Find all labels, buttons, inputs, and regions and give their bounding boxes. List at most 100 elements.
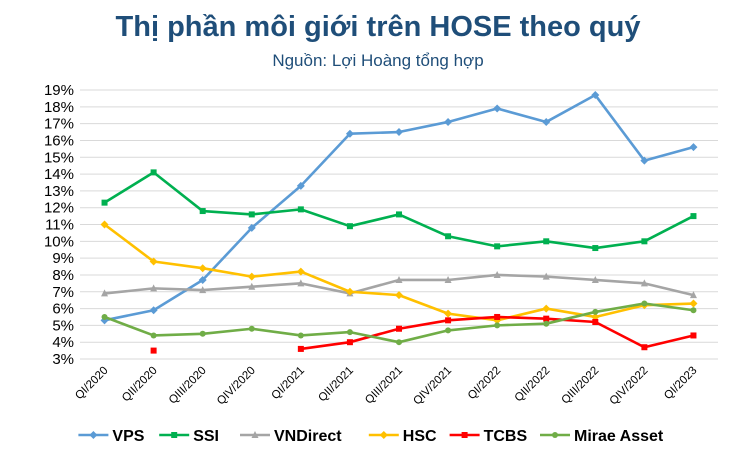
y-tick-label: 5% — [52, 317, 74, 334]
legend-label: TCBS — [484, 428, 528, 445]
legend-item: SSI — [159, 428, 219, 445]
y-tick-label: 15% — [44, 149, 74, 166]
data-point — [248, 282, 256, 290]
data-point — [542, 117, 551, 126]
series-vndirect — [101, 270, 697, 299]
data-point — [297, 206, 304, 213]
data-point — [296, 267, 305, 276]
data-point — [445, 233, 452, 240]
data-point — [198, 275, 207, 284]
data-point — [296, 181, 305, 190]
data-point — [689, 291, 697, 299]
data-point — [445, 317, 452, 324]
x-tick-label: QIV/2022 — [608, 365, 651, 408]
data-point — [150, 284, 158, 292]
data-point — [395, 128, 403, 137]
data-point — [543, 315, 550, 322]
data-point — [346, 329, 353, 336]
y-tick-label: 18% — [44, 99, 74, 116]
data-point — [345, 129, 354, 138]
y-tick-label: 19% — [44, 82, 74, 99]
data-point — [542, 304, 551, 313]
y-tick-label: 13% — [44, 183, 74, 200]
x-axis-ticks: QI/2020 QII/2020 QIII/2020 QIV/2020 QI/2021 Q… — [73, 365, 699, 408]
data-point — [346, 339, 353, 346]
legend-label: Mirae Asset — [574, 428, 664, 445]
data-point — [150, 332, 157, 339]
series-lines — [100, 91, 698, 354]
y-tick-label: 9% — [52, 250, 74, 267]
data-point — [149, 306, 158, 315]
chart-subtitle: Nguồn: Lợi Hoàng tổng hợp — [272, 51, 483, 70]
data-point — [690, 307, 697, 314]
data-point — [690, 213, 697, 220]
data-point — [149, 257, 158, 266]
data-point — [199, 208, 206, 215]
y-tick-label: 11% — [45, 217, 74, 234]
data-point — [591, 312, 600, 321]
data-point — [493, 270, 501, 278]
data-point — [494, 243, 501, 250]
data-point — [494, 322, 501, 329]
data-point — [199, 286, 207, 294]
data-point — [248, 325, 255, 332]
data-point — [591, 275, 599, 283]
y-tick-label: 4% — [52, 334, 74, 351]
legend-label: VNDirect — [274, 428, 342, 445]
legend-item: VNDirect — [240, 428, 342, 445]
series-line — [104, 302, 694, 344]
series-hsc — [100, 220, 698, 325]
data-point — [396, 339, 402, 346]
data-point — [345, 287, 354, 296]
data-point — [247, 223, 256, 232]
legend-label: VPS — [112, 428, 144, 445]
x-tick-label: QI/2020 — [73, 365, 110, 402]
legend-item: Mirae Asset — [540, 428, 664, 445]
y-tick-label: 3% — [52, 351, 74, 368]
y-tick-label: 14% — [44, 166, 74, 183]
data-point — [101, 289, 109, 297]
data-point — [101, 199, 108, 206]
x-tick-label: QI/2023 — [662, 365, 699, 402]
y-tick-label: 12% — [44, 200, 74, 217]
legend-label: HSC — [403, 428, 437, 445]
x-tick-label: QI/2021 — [270, 365, 307, 402]
data-point — [395, 291, 403, 300]
y-tick-label: 8% — [52, 267, 74, 284]
data-point — [689, 299, 698, 308]
data-point — [396, 325, 402, 332]
series-tcbs — [150, 313, 697, 354]
series-line — [103, 171, 695, 250]
data-point — [150, 169, 157, 176]
legend: VPS SSI VNDirect HSC TCBS Mirae Asset — [78, 428, 664, 445]
data-point — [346, 223, 353, 230]
data-point — [543, 238, 550, 245]
x-tick-label: QI/2022 — [466, 365, 503, 402]
data-point — [297, 332, 304, 339]
data-point — [591, 91, 600, 100]
data-point — [396, 211, 402, 218]
data-point — [444, 117, 453, 126]
data-point — [592, 319, 599, 326]
data-point — [543, 320, 550, 327]
series-mirae-asset — [101, 300, 697, 346]
data-point — [592, 245, 599, 252]
data-point — [641, 344, 648, 351]
data-point — [493, 104, 502, 113]
data-point — [444, 275, 452, 283]
series-vps — [100, 91, 698, 325]
data-point — [248, 211, 255, 218]
data-point — [100, 220, 109, 229]
y-axis-ticks: 19%18%17%16%15%14%13%12%11%10%9%8%7%6%5%… — [44, 82, 74, 368]
legend-item: VPS — [78, 428, 145, 445]
x-tick-label: QIII/2021 — [363, 365, 405, 407]
data-point — [641, 300, 648, 307]
data-point — [199, 330, 206, 337]
data-point — [689, 143, 698, 152]
data-point — [542, 272, 550, 280]
data-point — [395, 275, 403, 283]
y-tick-label: 16% — [44, 132, 74, 149]
data-point — [640, 279, 648, 287]
legend-label: SSI — [193, 428, 219, 445]
y-tick-label: 7% — [52, 284, 74, 301]
